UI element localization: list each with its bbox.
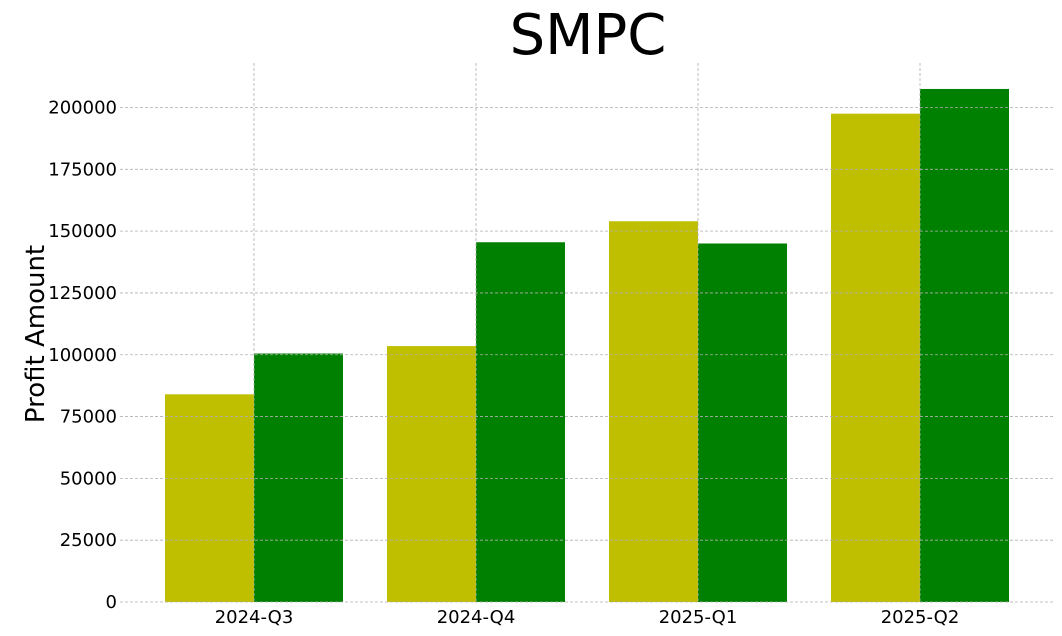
x-tick-label: 2025-Q2 [881, 607, 960, 628]
y-axis-label: Profit Amount [21, 245, 51, 423]
y-tick-label: 25000 [60, 530, 117, 551]
y-tick-label: 150000 [48, 221, 117, 242]
bar-series-2-2024-Q4 [476, 242, 565, 603]
y-axis-ticks: 0 25000 50000 75000 100000 125000 150000 175000… [48, 98, 117, 613]
bar-series-1-2024-Q4 [387, 346, 476, 602]
y-tick-label: 50000 [60, 468, 117, 489]
bar-series-1-2024-Q3 [165, 394, 254, 602]
y-tick-label: 100000 [48, 345, 117, 366]
x-tick-label: 2024-Q4 [437, 607, 516, 628]
y-tick-label: 200000 [48, 98, 117, 119]
bar-series-1-2025-Q1 [609, 221, 698, 602]
bar-series-1-2025-Q2 [831, 113, 920, 602]
x-tick-label: 2025-Q1 [659, 607, 738, 628]
x-axis-ticks: 2024-Q3 2024-Q4 2025-Q1 2025-Q2 [215, 607, 960, 628]
bars [165, 88, 1009, 603]
x-tick-label: 2024-Q3 [215, 607, 294, 628]
grid [120, 63, 1055, 603]
y-tick-label: 0 [106, 592, 117, 613]
bar-series-2-2025-Q1 [698, 243, 787, 602]
bar-series-2-2025-Q2 [920, 88, 1009, 603]
y-tick-label: 175000 [48, 159, 117, 180]
chart-title: SMPC [510, 3, 667, 68]
bar-series-2-2024-Q3 [254, 353, 343, 602]
y-tick-label: 125000 [48, 283, 117, 304]
y-tick-label: 75000 [60, 407, 117, 428]
